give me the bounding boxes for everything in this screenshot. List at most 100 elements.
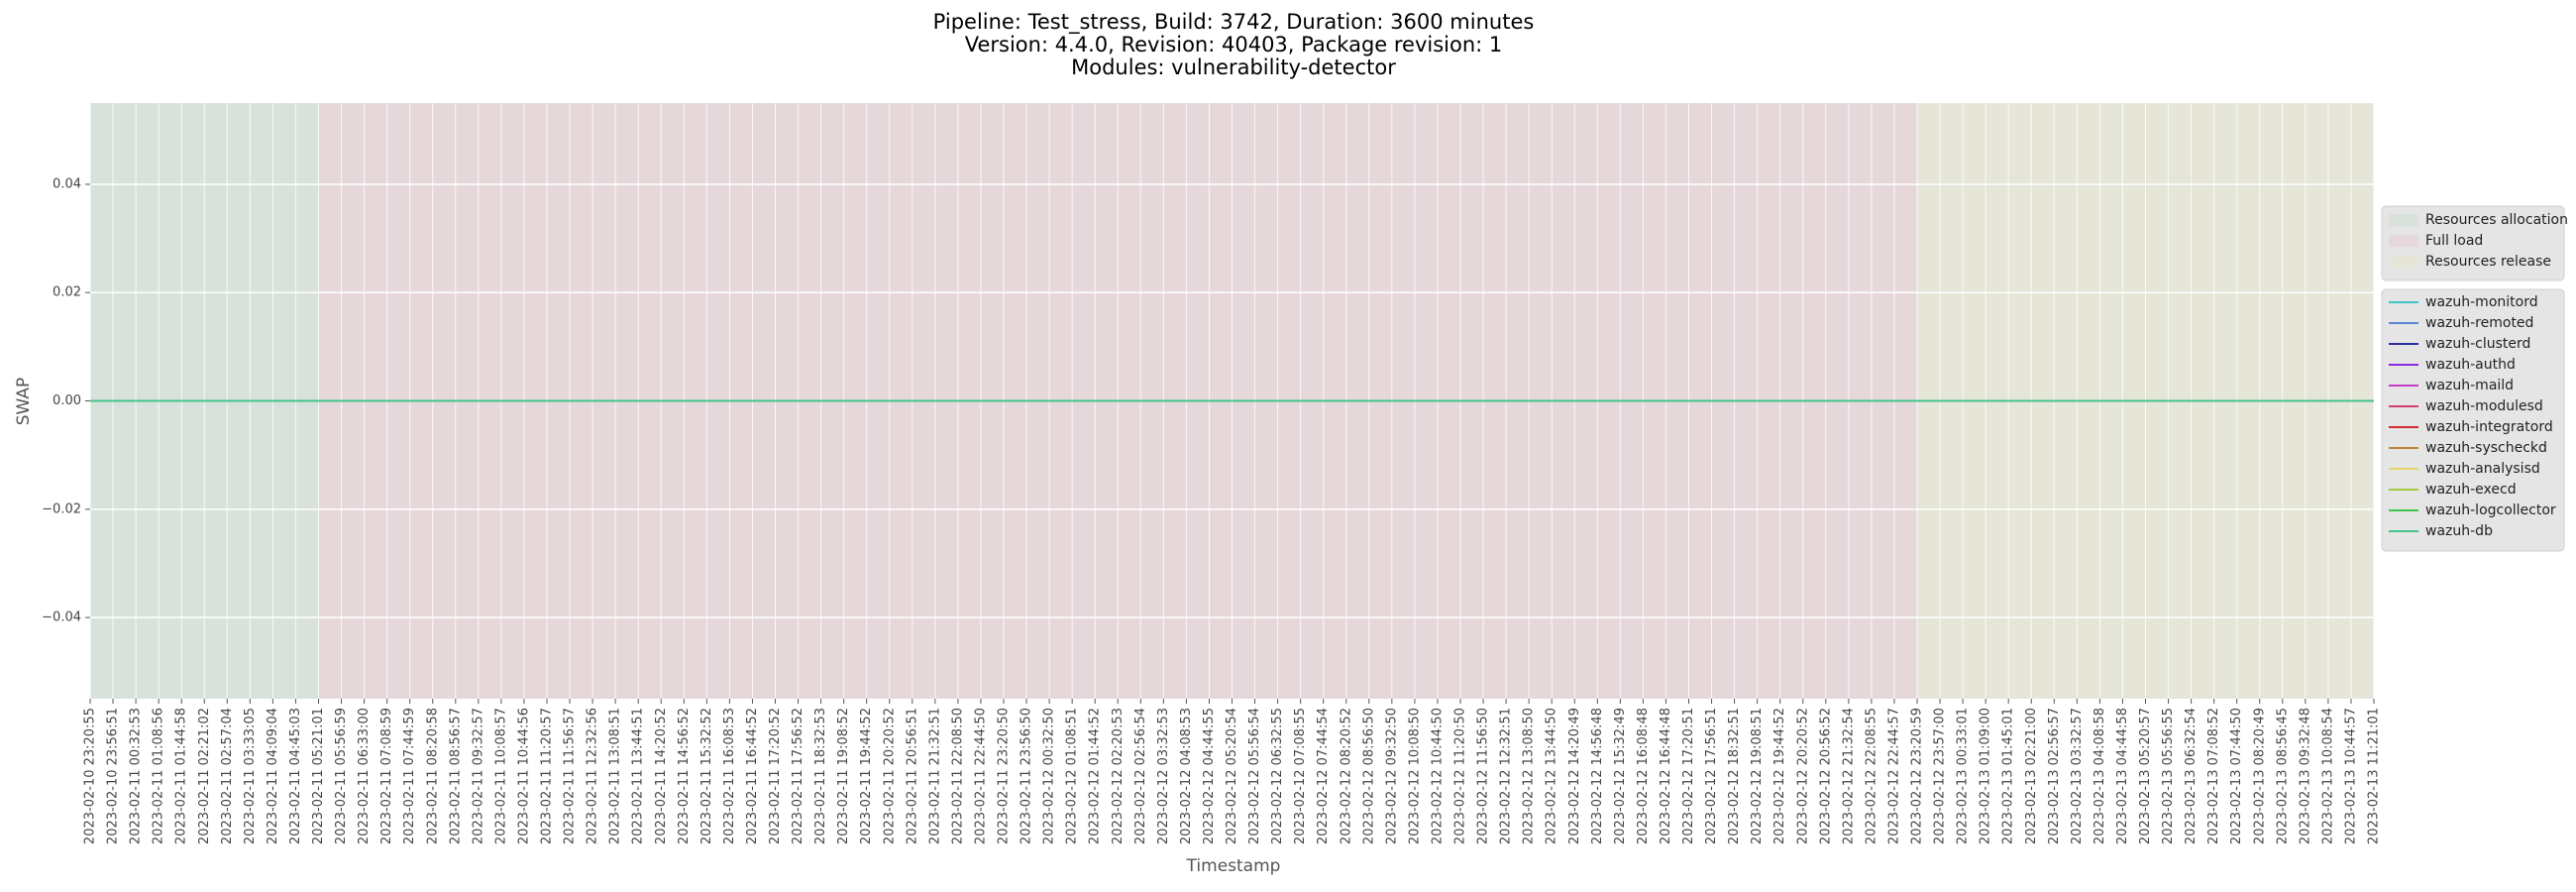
x-tick-label: 2023-02-11 11:20:57 <box>540 708 555 844</box>
x-tick-label: 2023-02-12 16:08:48 <box>1636 708 1651 844</box>
legend-swatch <box>2389 235 2418 247</box>
x-tick-label: 2023-02-12 22:44:57 <box>1886 708 1901 844</box>
x-tick-label: 2023-02-11 02:21:02 <box>197 708 212 844</box>
x-tick-label: 2023-02-11 22:08:50 <box>950 708 965 844</box>
x-tick-label: 2023-02-11 04:09:04 <box>266 708 280 844</box>
x-tick-label: 2023-02-13 07:44:50 <box>2229 708 2244 844</box>
y-tick-label: 0.04 <box>53 176 81 191</box>
x-tick-label: 2023-02-10 23:56:51 <box>106 708 121 844</box>
x-tick-label: 2023-02-12 11:56:50 <box>1476 708 1491 844</box>
x-tick-label: 2023-02-11 02:57:04 <box>220 708 235 844</box>
legend-box <box>2381 288 2565 552</box>
x-tick-label: 2023-02-11 12:32:56 <box>586 708 600 844</box>
x-tick-label: 2023-02-12 20:20:52 <box>1795 708 1810 844</box>
x-tick-label: 2023-02-13 07:08:52 <box>2206 708 2221 844</box>
legend-label: wazuh-integratord <box>2425 419 2553 435</box>
x-tick-label: 2023-02-13 10:44:57 <box>2343 708 2358 844</box>
x-tick-label: 2023-02-12 04:08:53 <box>1179 708 1194 844</box>
legend-label: Full load <box>2425 233 2483 249</box>
x-tick-label: 2023-02-11 04:45:03 <box>288 708 303 844</box>
x-tick-label: 2023-02-13 05:20:57 <box>2138 708 2153 844</box>
y-tick-label: 0.00 <box>53 393 81 408</box>
x-tick-label: 2023-02-12 15:32:49 <box>1613 708 1628 844</box>
x-tick-label: 2023-02-11 09:32:57 <box>471 708 485 844</box>
x-tick-label: 2023-02-13 11:21:01 <box>2367 708 2382 844</box>
x-tick-label: 2023-02-13 00:33:01 <box>1956 708 1971 844</box>
x-tick-label: 2023-02-13 02:56:57 <box>2047 708 2062 844</box>
x-tick-label: 2023-02-11 08:20:58 <box>425 708 440 844</box>
x-tick-label: 2023-02-12 05:56:54 <box>1247 708 1262 844</box>
x-tick-label: 2023-02-12 10:08:50 <box>1407 708 1422 844</box>
legend-label: wazuh-modulesd <box>2425 398 2543 414</box>
x-tick-label: 2023-02-13 02:21:00 <box>2024 708 2039 844</box>
x-tick-label: 2023-02-11 05:21:01 <box>311 708 326 844</box>
x-tick-label: 2023-02-11 22:44:50 <box>973 708 988 844</box>
x-tick-label: 2023-02-12 13:44:50 <box>1545 708 1559 844</box>
legend-label: wazuh-analysisd <box>2425 461 2540 477</box>
x-tick-label: 2023-02-12 13:08:50 <box>1522 708 1537 844</box>
x-tick-label: 2023-02-12 09:32:50 <box>1384 708 1399 844</box>
legend-label: wazuh-execd <box>2425 482 2517 498</box>
x-tick-label: 2023-02-13 08:56:45 <box>2275 708 2290 844</box>
x-tick-label: 2023-02-11 18:32:53 <box>813 708 828 844</box>
x-tick-label: 2023-02-11 19:44:52 <box>859 708 874 844</box>
legend-label: wazuh-monitord <box>2425 294 2538 310</box>
x-tick-label: 2023-02-11 06:33:00 <box>357 708 372 844</box>
x-tick-label: 2023-02-12 05:20:54 <box>1225 708 1239 844</box>
legend-label: wazuh-authd <box>2425 357 2516 373</box>
x-tick-label: 2023-02-11 15:32:52 <box>699 708 714 844</box>
x-tick-label: 2023-02-11 20:56:51 <box>905 708 919 844</box>
x-tick-label: 2023-02-13 06:32:54 <box>2184 708 2199 844</box>
x-tick-label: 2023-02-12 17:20:51 <box>1681 708 1696 844</box>
x-tick-label: 2023-02-12 18:32:51 <box>1727 708 1742 844</box>
y-axis-label: SWAP <box>14 378 34 426</box>
legend-label: wazuh-logcollector <box>2425 502 2556 518</box>
x-tick-label: 2023-02-12 04:44:55 <box>1202 708 1217 844</box>
x-tick-label: 2023-02-12 00:32:50 <box>1042 708 1057 844</box>
x-tick-label: 2023-02-11 13:08:51 <box>608 708 623 844</box>
x-tick-label: 2023-02-11 23:56:50 <box>1020 708 1034 844</box>
y-tick-label: −0.04 <box>42 611 81 625</box>
x-tick-label: 2023-02-11 19:08:52 <box>836 708 851 844</box>
legend-label: Resources release <box>2425 254 2551 270</box>
x-tick-label: 2023-02-11 13:44:51 <box>631 708 646 844</box>
x-tick-label: 2023-02-11 23:20:50 <box>997 708 1012 844</box>
x-tick-label: 2023-02-12 14:56:48 <box>1590 708 1605 844</box>
x-tick-label: 2023-02-11 05:56:59 <box>334 708 349 844</box>
x-axis-label: Timestamp <box>1186 856 1281 876</box>
x-tick-label: 2023-02-13 08:20:49 <box>2252 708 2267 844</box>
legend-swatch <box>2389 214 2418 226</box>
x-tick-label: 2023-02-13 05:56:55 <box>2161 708 2176 844</box>
x-tick-label: 2023-02-12 07:08:55 <box>1293 708 1308 844</box>
x-tick-label: 2023-02-12 17:56:51 <box>1704 708 1719 844</box>
legend: Resources allocation Full load Resources r… <box>2381 205 2568 281</box>
legend-label: Resources allocation <box>2425 212 2568 228</box>
x-tick-label: 2023-02-12 07:44:54 <box>1316 708 1331 844</box>
x-tick-label: 2023-02-12 12:32:51 <box>1499 708 1514 844</box>
y-tick-label: 0.02 <box>53 285 81 300</box>
x-tick-label: 2023-02-11 10:44:56 <box>516 708 531 844</box>
x-tick-label: 2023-02-12 03:32:53 <box>1156 708 1171 844</box>
x-tick-label: 2023-02-11 07:44:59 <box>402 708 417 844</box>
legend-label: wazuh-db <box>2425 523 2493 539</box>
x-tick-label: 2023-02-11 00:32:53 <box>129 708 144 844</box>
x-tick-label: 2023-02-12 06:32:55 <box>1270 708 1285 844</box>
x-tick-label: 2023-02-12 08:20:52 <box>1339 708 1353 844</box>
x-tick-label: 2023-02-13 10:08:54 <box>2320 708 2335 844</box>
x-tick-label: 2023-02-13 01:45:01 <box>2001 708 2016 844</box>
x-tick-label: 2023-02-13 04:08:58 <box>2093 708 2107 844</box>
chart-title: Pipeline: Test_stress, Build: 3742, Dura… <box>933 10 1535 35</box>
x-tick-label: 2023-02-11 14:20:52 <box>654 708 669 844</box>
x-tick-label: 2023-02-12 19:44:52 <box>1772 708 1787 844</box>
chart-title: Modules: vulnerability-detector <box>1071 56 1396 79</box>
legend-swatch <box>2389 256 2418 268</box>
x-tick-label: 2023-02-11 08:56:57 <box>448 708 463 844</box>
legend-label: wazuh-maild <box>2425 378 2514 393</box>
x-tick-label: 2023-02-13 09:32:48 <box>2298 708 2312 844</box>
x-tick-label: 2023-02-12 02:56:54 <box>1133 708 1148 844</box>
x-tick-label: 2023-02-11 01:08:56 <box>152 708 166 844</box>
legend-label: wazuh-syscheckd <box>2425 440 2547 456</box>
x-tick-label: 2023-02-13 01:09:00 <box>1979 708 1993 844</box>
x-tick-label: 2023-02-12 14:20:49 <box>1567 708 1582 844</box>
